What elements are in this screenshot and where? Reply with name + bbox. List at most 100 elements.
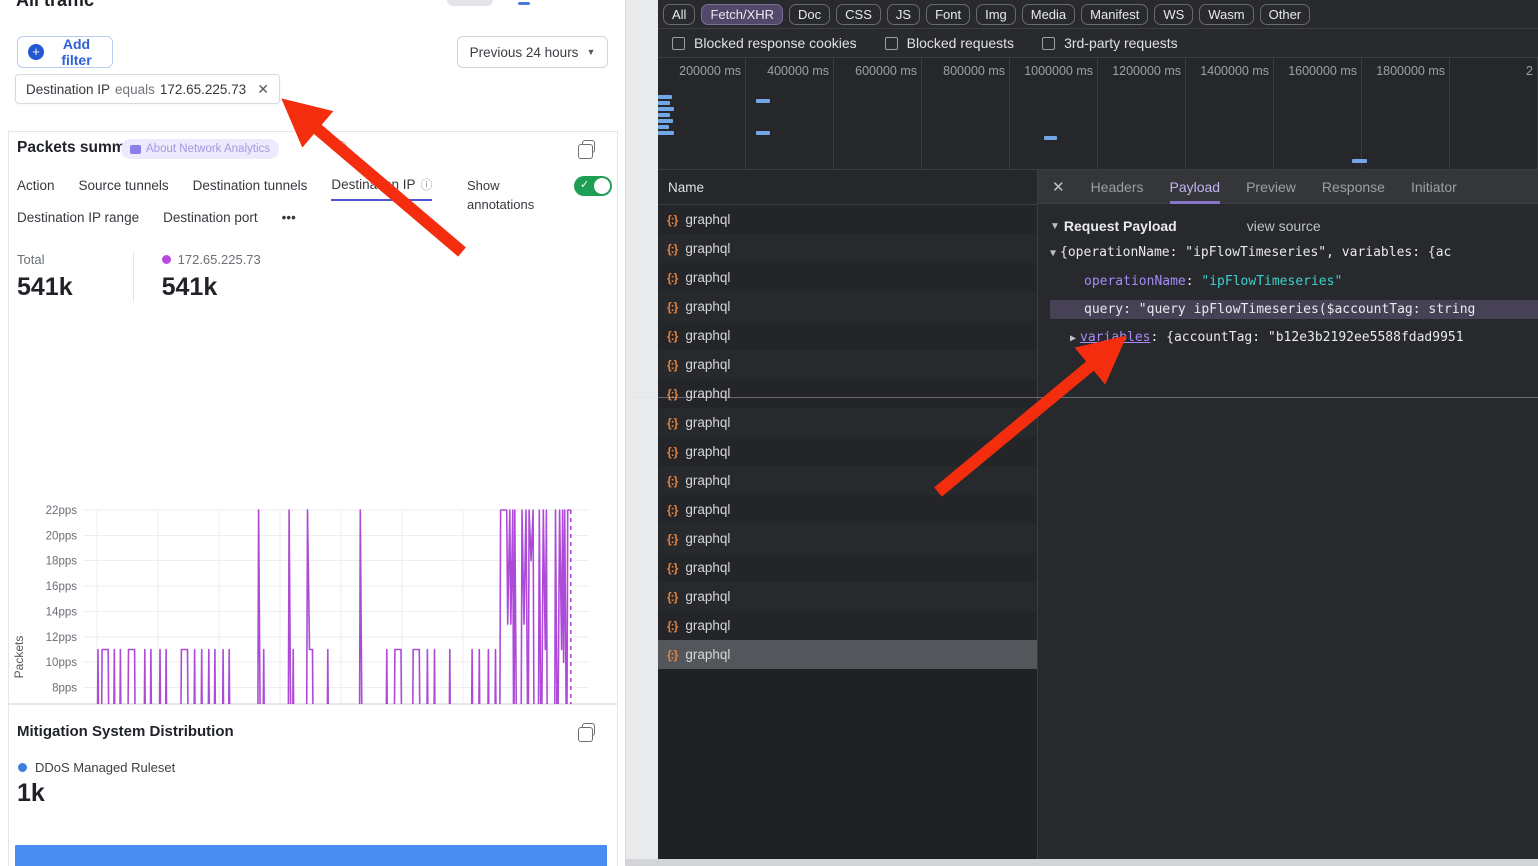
request-row[interactable]: {:} graphql (658, 524, 1037, 553)
filter-pill-wasm[interactable]: Wasm (1199, 3, 1254, 25)
request-row[interactable]: {:} graphql (658, 321, 1037, 350)
filter-pill-img[interactable]: Img (976, 3, 1016, 25)
tab-source-tunnels[interactable]: Source tunnels (78, 178, 169, 193)
close-icon[interactable]: ✕ (1052, 178, 1065, 196)
request-row[interactable]: {:} graphql (658, 553, 1037, 582)
network-overview-timeline[interactable]: 200000 ms 400000 ms 600000 ms 800000 ms 1000… (658, 58, 1538, 193)
json-icon: {:} (667, 241, 678, 256)
timeline-column: 1600000 ms (1274, 58, 1362, 170)
request-timing-marker (658, 107, 674, 111)
svg-text:20pps: 20pps (46, 530, 78, 542)
json-icon: {:} (667, 299, 678, 314)
detail-tab-response[interactable]: Response (1321, 178, 1385, 195)
filter-pill-all[interactable]: All (663, 3, 696, 25)
filter-pill-manifest[interactable]: Manifest (1081, 3, 1149, 25)
remove-filter-icon[interactable]: ✕ (257, 80, 269, 97)
request-row[interactable]: {:} graphql (658, 582, 1037, 611)
detail-tab-initiator[interactable]: Initiator (1410, 178, 1457, 195)
copy-panel-icon[interactable] (578, 723, 595, 742)
stats-row: Total 541k 172.65.225.73 541k (17, 252, 321, 302)
filter-pill-css[interactable]: CSS (836, 3, 881, 25)
svg-text:18pps: 18pps (46, 556, 78, 568)
tab-destination-port[interactable]: Destination port (163, 210, 258, 225)
view-source-link[interactable]: view source (1246, 218, 1321, 234)
request-row[interactable]: {:} graphql (658, 292, 1037, 321)
triangle-right-icon[interactable]: ▶ (1070, 333, 1077, 344)
mitigation-value: 1k (17, 779, 45, 807)
timeline-column: 1000000 ms (1010, 58, 1098, 170)
tab--[interactable]: ••• (281, 210, 296, 225)
svg-text:16pps: 16pps (46, 581, 78, 593)
request-row[interactable]: {:} graphql (658, 234, 1037, 263)
legend-dot (18, 763, 27, 772)
request-row[interactable]: {:} graphql (658, 495, 1037, 524)
checkbox-box[interactable] (672, 36, 685, 50)
tab-destination-ip[interactable]: Destination IP ⓘ (331, 176, 433, 201)
filter-pill-ws[interactable]: WS (1154, 3, 1194, 25)
request-row[interactable]: {:} graphql (658, 350, 1037, 379)
filter-pill-fetch-xhr[interactable]: Fetch/XHR (701, 3, 784, 25)
request-list-panel: Name {:} graphql {:} graphql {:} graphql {:} gr… (658, 170, 1038, 866)
request-row[interactable]: {:} graphql (658, 205, 1037, 234)
request-timing-marker (1044, 136, 1057, 140)
payload-row-operationName: operationName: "ipFlowTimeseries" (1084, 274, 1343, 289)
filter-pill-font[interactable]: Font (926, 3, 971, 25)
show-annotations-label: Show annotations (467, 178, 535, 212)
tab-action[interactable]: Action (17, 178, 55, 193)
mitigation-bar (15, 845, 607, 866)
request-filter-checkboxes: Blocked response cookies Blocked requests… (658, 29, 1538, 58)
filter-pill-doc[interactable]: Doc (789, 3, 831, 25)
triangle-down-icon[interactable]: ▼ (1050, 220, 1060, 232)
panel-gap (625, 0, 658, 866)
request-timing-marker (658, 119, 673, 123)
triangle-down-icon[interactable]: ▼ (1050, 248, 1057, 259)
info-icon: ⓘ (420, 178, 433, 192)
packets-summary-card: Packets summary About Network Analytics … (8, 131, 618, 831)
analytics-panel: All traffic + Add filter Previous 24 hou… (0, 0, 625, 866)
json-icon: {:} (667, 328, 678, 343)
json-icon: {:} (667, 647, 678, 662)
request-row[interactable]: {:} graphql (658, 263, 1037, 292)
payload-row-query[interactable]: query: "query ipFlowTimeseries($accountT… (1050, 300, 1538, 319)
checkbox-blocked-requests[interactable]: Blocked requests (884, 35, 1014, 51)
copy-panel-icon[interactable] (578, 140, 595, 159)
show-annotations-toggle[interactable]: ✓ (574, 176, 612, 196)
page-title: All traffic (16, 0, 95, 10)
request-row[interactable]: {:} graphql (658, 379, 1037, 408)
detail-tab-headers[interactable]: Headers (1090, 178, 1144, 195)
checkbox-box[interactable] (884, 36, 898, 50)
request-timing-marker (658, 131, 674, 135)
payload-row-variables[interactable]: ▶ variables: {accountTag: "b12e3b2192ee55… (1070, 330, 1464, 345)
json-icon: {:} (667, 386, 678, 401)
filter-chip[interactable]: Destination IP equals 172.65.225.73 ✕ (15, 74, 280, 104)
detail-tab-payload[interactable]: Payload (1170, 170, 1221, 204)
time-range-dropdown[interactable]: Previous 24 hours ▼ (457, 36, 608, 68)
request-row[interactable]: {:} graphql (658, 611, 1037, 640)
request-row[interactable]: {:} graphql (658, 408, 1037, 437)
doc-icon (130, 144, 141, 154)
json-icon: {:} (667, 415, 678, 430)
about-network-analytics-badge[interactable]: About Network Analytics (121, 139, 280, 159)
tab-destination-ip-range[interactable]: Destination IP range (17, 210, 140, 225)
timeline-column: 1800000 ms (1362, 58, 1450, 170)
checkbox-box[interactable] (1042, 36, 1056, 50)
checkbox-3rd-party-requests[interactable]: 3rd-party requests (1042, 35, 1178, 51)
dimension-tabs-row2: Destination IP range Destination port ••• (17, 210, 296, 231)
request-row[interactable]: {:} graphql (658, 640, 1037, 669)
filter-pill-other[interactable]: Other (1259, 3, 1311, 25)
payload-summary-line[interactable]: ▼ {operationName: "ipFlowTimeseries", var… (1050, 245, 1452, 260)
tab-destination-tunnels[interactable]: Destination tunnels (192, 178, 308, 193)
filter-pill-media[interactable]: Media (1021, 3, 1076, 25)
request-timing-marker (756, 131, 770, 135)
add-filter-button[interactable]: + Add filter (17, 36, 113, 68)
clipped-ui-fragment (518, 2, 530, 5)
request-row[interactable]: {:} graphql (658, 466, 1037, 495)
request-row[interactable]: {:} graphql (658, 437, 1037, 466)
filter-field: Destination IP (26, 81, 111, 97)
checkbox-blocked-response-cookies[interactable]: Blocked response cookies (672, 35, 857, 51)
name-column-header[interactable]: Name (658, 170, 1037, 205)
payload-view: ▼ Request Payload view source ▼ {operatio… (1038, 204, 1538, 348)
filter-pill-js[interactable]: JS (886, 3, 921, 25)
detail-tab-preview[interactable]: Preview (1246, 178, 1296, 195)
card-title: Mitigation System Distribution (17, 723, 234, 740)
